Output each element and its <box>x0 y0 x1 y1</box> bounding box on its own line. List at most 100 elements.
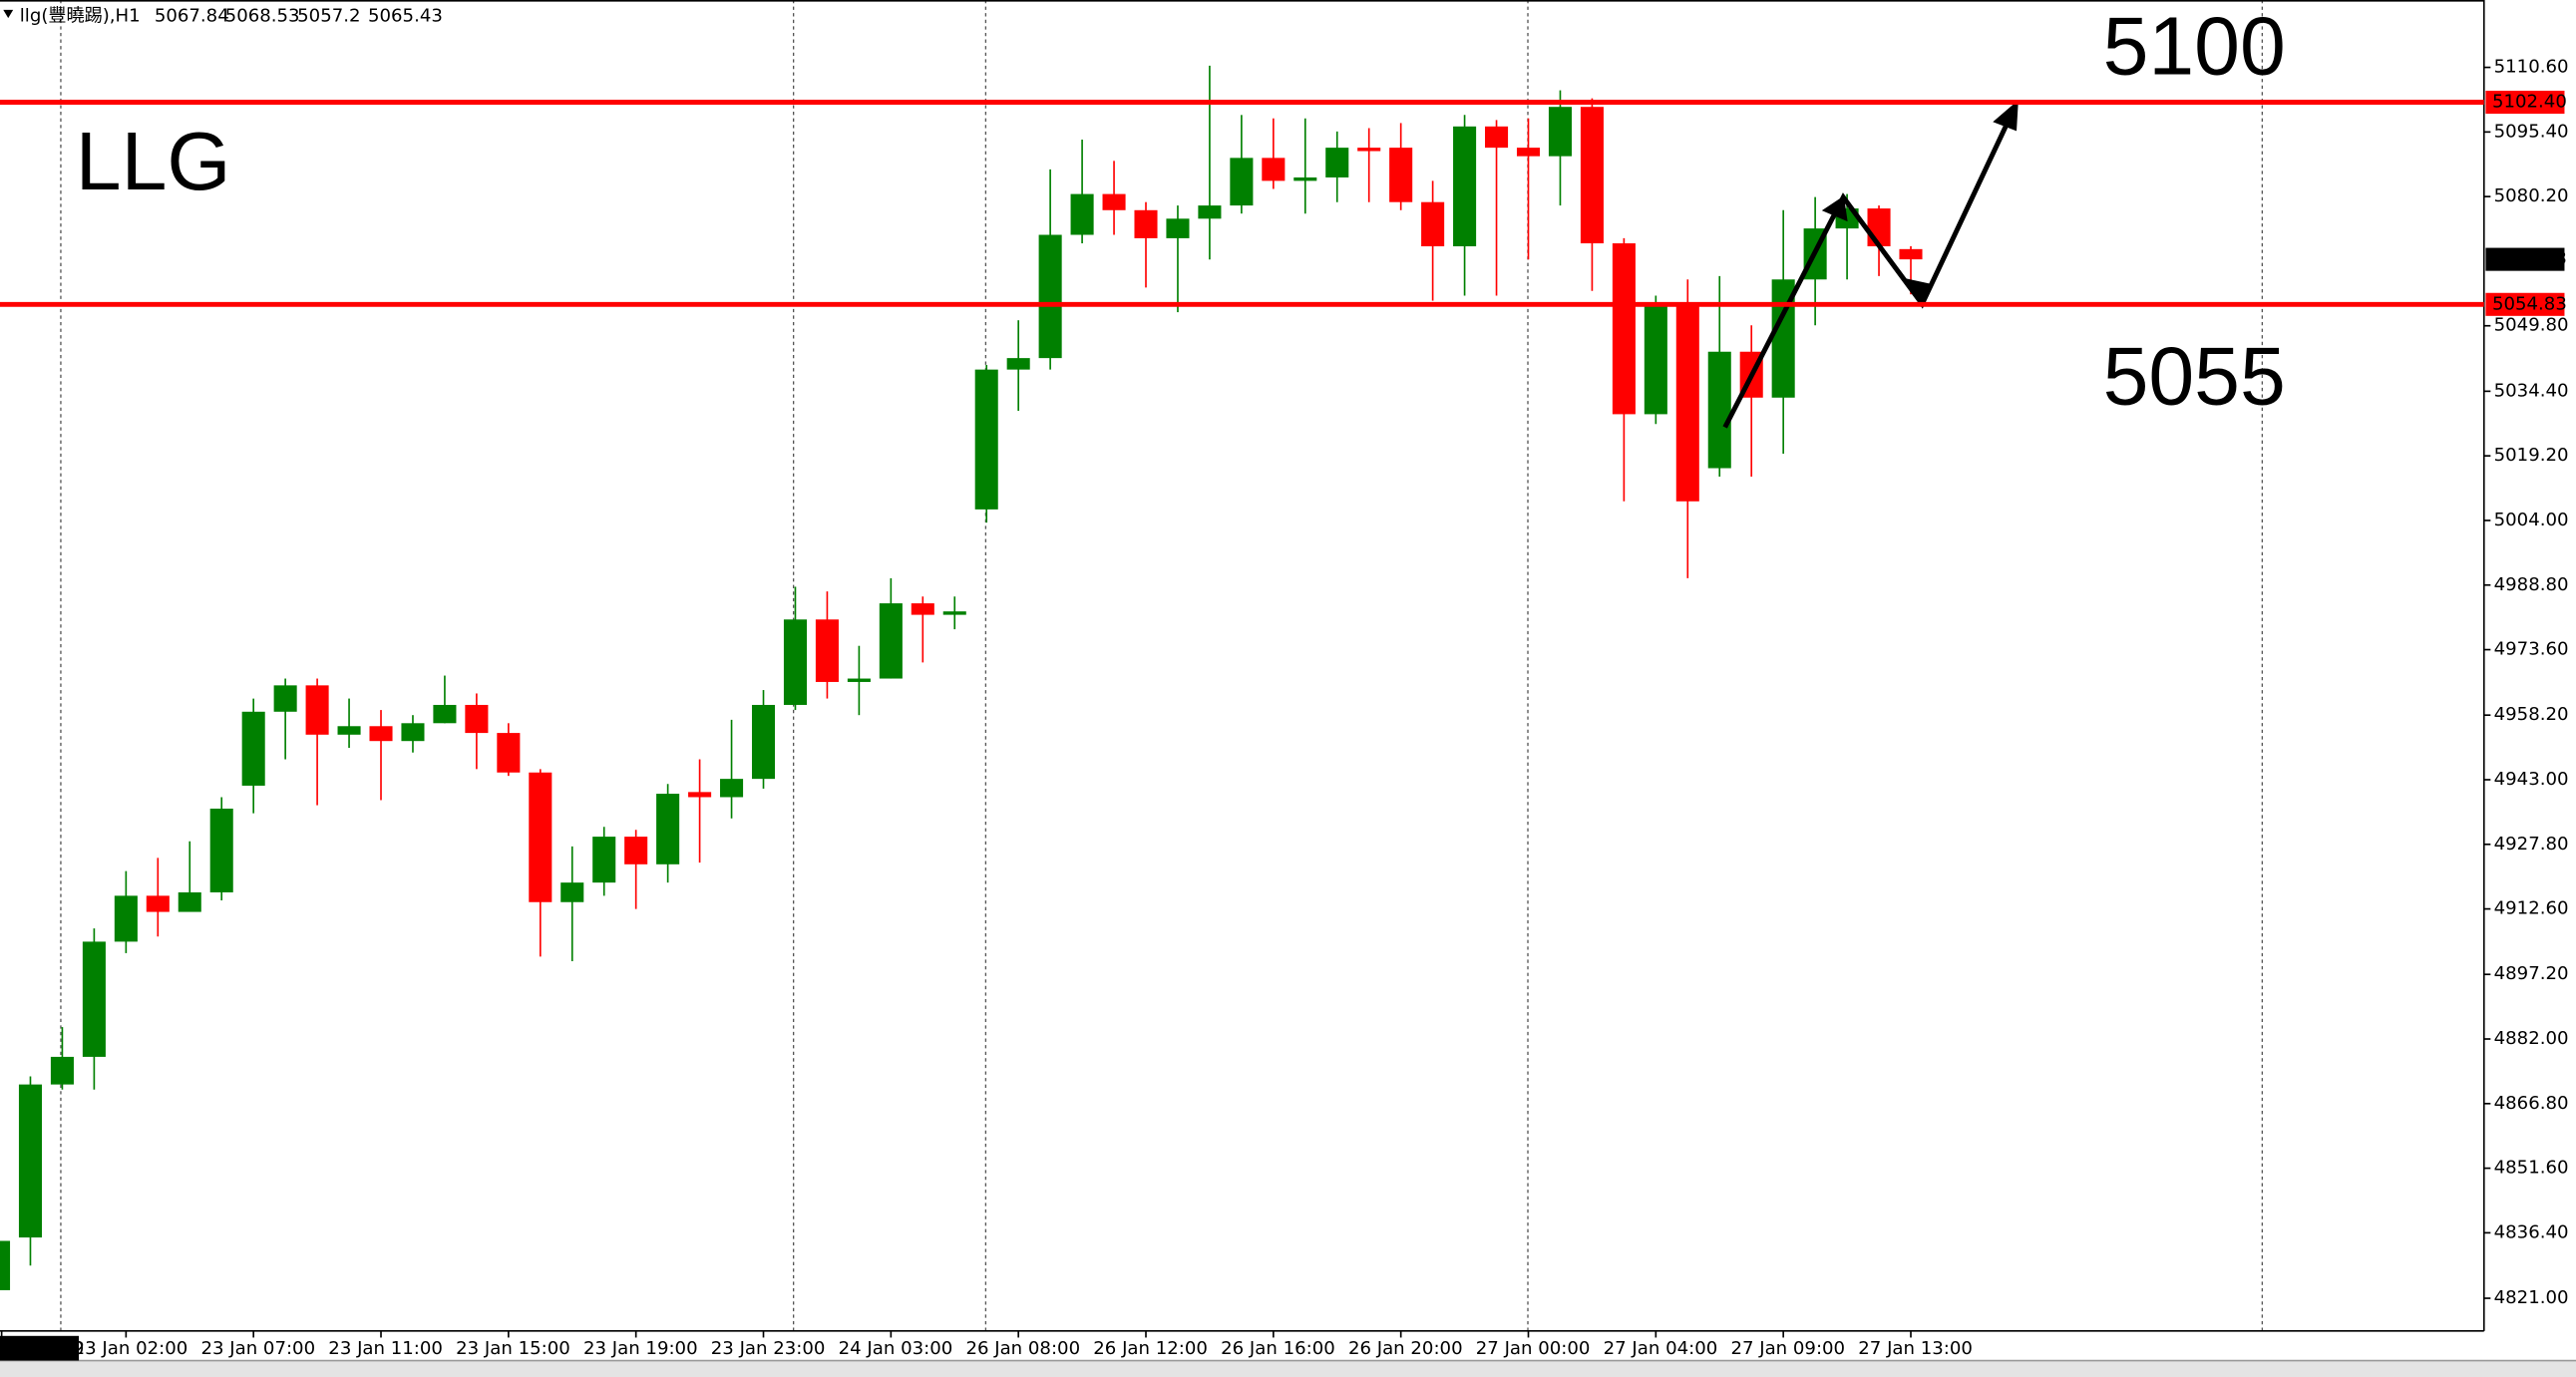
annotation: LLG <box>76 116 231 207</box>
candle-body <box>1580 107 1604 244</box>
annotation: 5100 <box>2103 0 2286 92</box>
y-tick-label: 4836.40 <box>2494 1221 2569 1242</box>
x-tick-label: 27 Jan 13:00 <box>1858 1338 1973 1359</box>
y-tick-label: 5095.40 <box>2494 121 2569 142</box>
level-label-box <box>2485 90 2565 115</box>
x-tick-label: 26 Jan 12:00 <box>1093 1338 1208 1359</box>
candle-body <box>1134 209 1158 238</box>
candle-body <box>433 704 457 724</box>
candle-body <box>1485 126 1509 149</box>
y-tick-label: 4912.60 <box>2494 898 2569 919</box>
candle-body <box>529 772 552 902</box>
candle-body <box>401 723 425 742</box>
candle-body <box>1357 148 1381 152</box>
candle-body <box>1867 208 1891 247</box>
y-tick-label: 4897.20 <box>2494 963 2569 984</box>
candle-body <box>82 941 106 1057</box>
y-tick-label: 4927.80 <box>2494 834 2569 855</box>
candle-body <box>1675 303 1699 502</box>
candle-body <box>337 726 361 735</box>
y-tick-label: 5049.80 <box>2494 315 2569 336</box>
arrow-head <box>1904 277 1931 306</box>
candle-body <box>1612 243 1636 415</box>
candle-body <box>783 619 807 705</box>
x-tick-label: 26 Jan 08:00 <box>965 1338 1080 1359</box>
y-tick-label: 4882.00 <box>2494 1028 2569 1049</box>
arrow-head <box>1821 195 1848 222</box>
candle-body <box>974 369 998 510</box>
level-label: 5102.40 <box>2492 92 2567 113</box>
candle-body <box>656 794 680 864</box>
candle-body <box>1548 107 1572 157</box>
candle-body <box>592 837 616 883</box>
menu-triangle <box>3 9 14 19</box>
candle-body <box>1325 148 1349 177</box>
x-tick-label: 26 Jan 20:00 <box>1348 1338 1463 1359</box>
candle-body <box>1262 158 1286 181</box>
x-tick-label: 23 Jan 11:00 <box>328 1338 443 1359</box>
annotation: 5055 <box>2103 331 2286 423</box>
candle-body <box>209 808 233 892</box>
candle-body <box>0 1240 11 1290</box>
y-tick-label: 4851.60 <box>2494 1158 2569 1179</box>
y-tick-label: 5080.20 <box>2494 185 2569 206</box>
candle-body <box>178 891 201 912</box>
candle-body <box>1293 176 1317 181</box>
level-label-box <box>2485 292 2565 316</box>
candle-body <box>1771 279 1795 398</box>
candle-body <box>942 611 966 615</box>
arrow-head <box>1993 100 2019 132</box>
candle-body <box>911 603 934 615</box>
tab-strip <box>0 1360 2576 1377</box>
y-tick-label: 4943.00 <box>2494 769 2569 790</box>
y-tick-label: 5110.60 <box>2494 57 2569 78</box>
candle-body <box>305 685 329 735</box>
candle-body <box>879 603 903 679</box>
candle-body <box>369 726 393 742</box>
chart-title: llg(豐曉踢),H1 <box>20 5 141 26</box>
y-tick-label: 5019.20 <box>2494 445 2569 466</box>
x-tick-label: 23 Jan 02:00 <box>74 1338 188 1359</box>
candle-body <box>18 1084 43 1238</box>
plot <box>0 65 1923 1290</box>
header-low: 5057.2 <box>297 5 360 26</box>
y-tick-label: 4973.60 <box>2494 639 2569 660</box>
candle-body <box>1421 201 1445 247</box>
x-cursor-box <box>0 1335 80 1361</box>
price-label-box <box>2485 247 2565 271</box>
candle-body <box>497 733 521 773</box>
x-tick-label: 23 Jan 07:00 <box>200 1338 315 1359</box>
candle-body <box>847 678 871 682</box>
arrows <box>1722 100 2019 429</box>
x-tick-label: 24 Jan 03:00 <box>839 1338 953 1359</box>
candle-body <box>1899 248 1923 260</box>
x-tick-label: 23 Jan 19:00 <box>583 1338 698 1359</box>
level-label: 5054.83 <box>2492 293 2567 314</box>
price-label: 5065.43 <box>2492 248 2567 269</box>
candle-body <box>815 619 839 682</box>
y-tick-label: 5004.00 <box>2494 510 2569 530</box>
candle-body <box>1038 234 1062 359</box>
candle-body <box>114 895 138 942</box>
projection-arrow <box>1722 107 2017 429</box>
x-tick-label: 27 Jan 04:00 <box>1604 1338 1718 1359</box>
candle-body <box>1006 358 1030 370</box>
x-tick-label: 27 Jan 00:00 <box>1476 1338 1591 1359</box>
candle-body <box>1644 303 1667 415</box>
candle-body <box>1707 351 1731 469</box>
candle-body <box>1198 205 1222 219</box>
candle-body <box>1453 126 1477 247</box>
header: llg(豐曉踢),H1 5067.84 5068.53 5057.2 5065.… <box>3 5 443 26</box>
candle-body <box>241 711 265 786</box>
candle-body <box>1102 193 1126 210</box>
y-tick-label: 4821.00 <box>2494 1287 2569 1308</box>
x-tick-label: 23 Jan 15:00 <box>456 1338 570 1359</box>
x-tick-label: 27 Jan 09:00 <box>1730 1338 1845 1359</box>
candle-body <box>465 704 489 734</box>
candle-body <box>1230 158 1254 206</box>
header-high: 5068.53 <box>225 5 300 26</box>
candle-body <box>273 685 297 712</box>
